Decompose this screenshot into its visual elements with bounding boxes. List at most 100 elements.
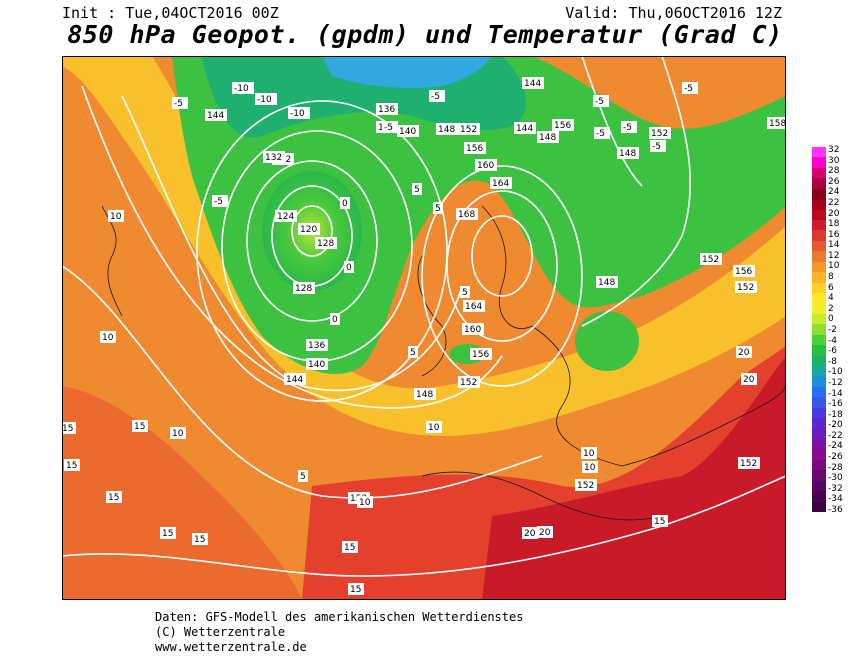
colorbar-swatch	[812, 220, 826, 231]
temperature-label: 5	[300, 472, 306, 482]
geopotential-label: 148	[619, 149, 636, 159]
temperature-label-bg	[342, 541, 358, 553]
geopotential-label: 148	[539, 133, 556, 143]
colorbar-swatch	[812, 397, 826, 409]
map-title: 850 hPa Geopot. (gpdm) und Temperatur (G…	[67, 20, 783, 49]
yellow-band	[62, 56, 786, 436]
geopotential-label: 140	[308, 360, 325, 370]
colorbar-tick-label: -2	[828, 325, 837, 335]
colorbar-tick-label: -36	[828, 505, 843, 515]
isoline-148-north	[581, 56, 643, 187]
temperature-label: 0	[346, 263, 352, 273]
temperature-label-bg	[232, 82, 254, 94]
temperature-label: 15	[162, 529, 173, 539]
colorbar-tick-label: -34	[828, 494, 843, 505]
temperature-label: 15	[654, 517, 665, 527]
geopotential-label-bg	[700, 253, 722, 265]
colorbar-tick-label: 8	[828, 272, 834, 283]
colorbar-tick-label: -26	[828, 452, 843, 463]
geopotential-label: 152	[651, 129, 668, 139]
colorbar-swatch	[812, 293, 826, 304]
temperature-label: 15	[134, 422, 145, 432]
temperature-label-bg	[212, 195, 228, 207]
geopotential-label: 144	[286, 375, 303, 385]
geopotential-labels: 1281321361441201241321361401441481521561…	[205, 77, 786, 504]
footer-copyright: (C) Wetterzentrale	[155, 625, 286, 639]
geopotential-label: 160	[464, 325, 481, 335]
colorbar-swatch	[812, 501, 826, 513]
isoline-120	[291, 205, 333, 257]
colorbar-swatch	[812, 147, 826, 158]
geopotential-label: 152	[740, 459, 757, 469]
temperature-label-bg	[172, 97, 188, 109]
geopotential-label-bg	[596, 276, 618, 288]
colorbar-tick-label: -24	[828, 441, 843, 452]
geopotential-label: 120	[300, 225, 317, 235]
colorbar-swatch	[812, 261, 826, 273]
temperature-label-bg	[288, 107, 310, 119]
valid-time: Valid: Thu,06OCT2016 12Z	[565, 4, 782, 22]
colorbar-labels: 32 30 28 26 24 22 20 18 16 14 12 10 8 6 4 2 0 -2 -4 -6 -8 -10…	[828, 146, 850, 515]
colorbar-tick-label: 16	[828, 229, 840, 240]
footer-website: www.wetterzentrale.de	[155, 640, 307, 654]
geopotential-label: 132	[265, 153, 282, 163]
temperature-label-bg	[344, 261, 354, 273]
temperature-label: 10	[359, 498, 371, 508]
colorbar-swatch	[812, 334, 826, 346]
temperature-label-bg	[594, 127, 610, 139]
colorbar-tick-label: 26	[828, 176, 840, 187]
temperature-label: 10	[428, 423, 440, 433]
colorbar-tick-label: -22	[828, 430, 843, 441]
geopotential-label: 144	[207, 111, 224, 121]
temperature-label: 0	[342, 199, 348, 209]
geopotential-label-bg	[436, 123, 458, 135]
colorbar-tick-label: 14	[828, 240, 840, 251]
geopotential-label: 156	[554, 121, 571, 131]
geopotential-label-bg	[522, 77, 544, 89]
isoline-160	[421, 165, 583, 387]
temperature-label-bg	[64, 459, 80, 471]
footer-data-source: Daten: GFS-Modell des amerikanischen Wet…	[155, 610, 524, 624]
colorbar-swatch	[812, 449, 826, 461]
warm-zone-west	[62, 386, 302, 600]
colorbar-tick-label: 20	[828, 208, 840, 219]
colorbar-tick-label: -28	[828, 462, 843, 473]
temperature-label: 20	[524, 529, 536, 539]
temperature-label: 15	[350, 585, 361, 595]
geopotential-label-bg	[462, 323, 484, 335]
coast-british-isles	[417, 255, 447, 377]
cold-pool-east	[575, 311, 639, 371]
temperature-label: 20	[738, 348, 750, 358]
geopotential-label: 152	[702, 255, 719, 265]
geopotential-label-bg	[414, 388, 436, 400]
temperature-label-bg	[426, 421, 442, 433]
temperature-label-bg	[357, 496, 373, 508]
colorbar-tick-label: 4	[828, 293, 834, 304]
temperature-label: 10	[583, 449, 595, 459]
coast-mediterranean	[421, 471, 663, 521]
geopotential-label-bg	[293, 282, 315, 294]
isoline-128	[246, 160, 378, 322]
geopotential-label: 128	[295, 284, 312, 294]
geopotential-label-bg	[376, 103, 398, 115]
geopotential-label: 156	[466, 144, 483, 154]
temperature-label: -10	[234, 84, 249, 94]
geopotential-label: 156	[735, 267, 752, 277]
temperature-label-bg	[522, 527, 538, 539]
geopotential-label-bg	[475, 159, 497, 171]
temperature-label: -5	[652, 142, 661, 152]
temperature-label-bg	[132, 420, 148, 432]
temperature-label-bg	[160, 527, 176, 539]
colorbar-swatch	[812, 157, 826, 169]
geopotential-label: 160	[477, 161, 494, 171]
temperature-label-bg	[382, 121, 398, 133]
geopotential-label: 144	[524, 79, 541, 89]
temperature-label-bg	[298, 470, 308, 482]
map-frame	[62, 56, 786, 600]
geopotential-label: 152	[460, 378, 477, 388]
isoline-156-east	[581, 56, 692, 327]
temperature-label-bg	[652, 515, 668, 527]
temperature-label: -5	[384, 123, 393, 133]
temperature-label: 5	[414, 185, 420, 195]
geopotential-label-bg	[397, 125, 419, 137]
